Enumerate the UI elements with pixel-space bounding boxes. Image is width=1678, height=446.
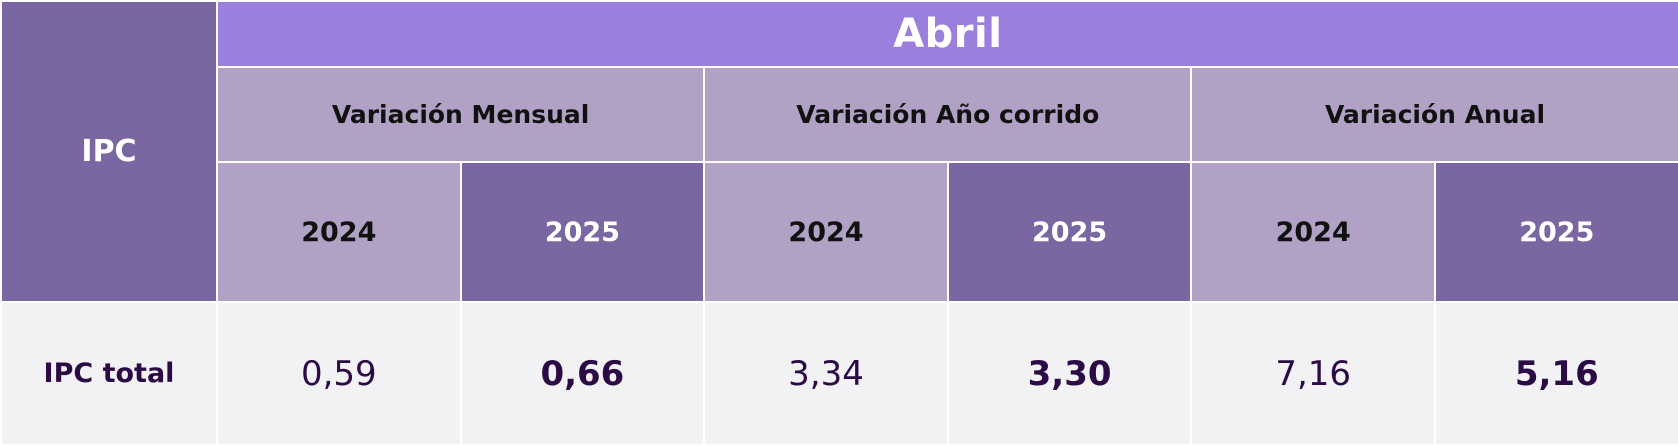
month-header: Abril [216, 0, 1678, 68]
year-header-anual-2024: 2024 [1190, 161, 1436, 303]
row-label-ipc-total: IPC total [0, 301, 218, 446]
group-header-ano-corrido: Variación Año corrido [703, 66, 1193, 163]
year-header-ano-corrido-2024: 2024 [703, 161, 949, 303]
year-header-mensual-2024: 2024 [216, 161, 462, 303]
value-anual-2025: 5,16 [1433, 301, 1678, 446]
group-header-mensual: Variación Mensual [215, 66, 706, 163]
row-header-ipc: IPC [0, 0, 218, 303]
header-row-month: IPC Abril [0, 0, 1678, 303]
year-header-mensual-2025: 2025 [459, 161, 706, 303]
table-row: IPC total 0,59 0,66 3,34 3,30 7,16 5,16 [0, 301, 1678, 446]
year-header-anual-2025: 2025 [1433, 161, 1678, 303]
value-mensual-2024: 0,59 [216, 301, 462, 446]
header-row-groups: Variación Mensual Variación Año corrido … [1, 66, 1678, 163]
year-header-ano-corrido-2025: 2025 [946, 161, 1193, 303]
value-mensual-2025: 0,66 [459, 301, 706, 446]
header-row-years: 2024 2025 2024 2025 2024 2025 [1, 161, 1678, 303]
value-anual-2024: 7,16 [1190, 301, 1436, 446]
group-header-anual: Variación Anual [1190, 66, 1678, 163]
value-ano-corrido-2025: 3,30 [946, 301, 1193, 446]
value-ano-corrido-2024: 3,34 [703, 301, 949, 446]
